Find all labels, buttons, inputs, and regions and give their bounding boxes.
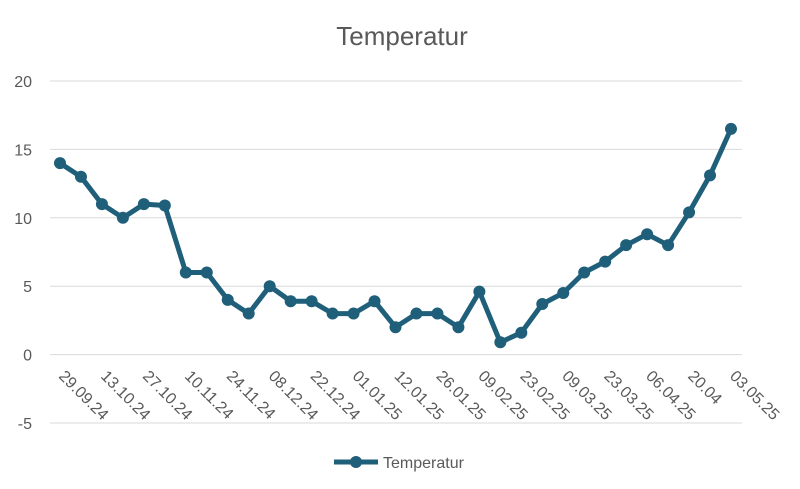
data-point <box>578 266 591 279</box>
data-point <box>431 307 444 320</box>
data-point <box>263 280 276 293</box>
data-point <box>347 307 360 320</box>
data-point <box>515 326 528 339</box>
x-tick-label: 20.04 <box>684 368 724 408</box>
series-line-temperatur <box>57 126 734 345</box>
data-point <box>179 266 192 279</box>
data-point <box>116 211 129 224</box>
legend-label: Temperatur <box>383 455 465 472</box>
data-point <box>200 266 213 279</box>
data-point <box>242 307 255 320</box>
data-point <box>557 287 570 300</box>
data-point <box>368 295 381 308</box>
data-point <box>725 122 737 135</box>
legend: Temperatur <box>334 455 465 472</box>
gridlines <box>50 80 742 424</box>
data-point <box>137 198 150 211</box>
data-point <box>704 169 717 182</box>
data-point <box>305 295 318 308</box>
data-point <box>158 199 171 212</box>
y-tick-label: 5 <box>23 279 32 296</box>
y-tick-label: 10 <box>14 211 32 228</box>
data-point <box>494 336 507 349</box>
data-point <box>95 198 108 211</box>
y-tick-label: 20 <box>14 74 32 91</box>
data-point <box>620 239 633 252</box>
data-point <box>54 157 66 170</box>
data-point <box>389 321 402 334</box>
data-point <box>326 307 339 320</box>
y-tick-label: 15 <box>14 142 32 159</box>
chart-title: Temperatur <box>336 21 468 51</box>
data-point <box>536 297 549 310</box>
data-point <box>662 239 675 252</box>
data-point <box>410 307 423 320</box>
legend-marker-icon <box>350 456 362 468</box>
data-point <box>452 321 465 334</box>
y-axis-tick-labels: -5 0 5 10 15 20 <box>14 74 32 433</box>
data-point <box>74 170 87 183</box>
x-axis-tick-labels: 29.09.2413.10.2427.10.2410.11.2424.11.24… <box>55 368 782 424</box>
y-tick-label: -5 <box>18 416 32 433</box>
series-temperatur <box>54 122 737 349</box>
data-point <box>683 206 696 219</box>
data-point <box>641 228 654 241</box>
data-point <box>599 255 612 268</box>
data-point <box>221 293 234 306</box>
data-point <box>284 295 297 308</box>
y-tick-label: 0 <box>23 348 32 365</box>
data-point <box>473 285 486 298</box>
x-tick-label: 03.05.25 <box>726 368 782 424</box>
